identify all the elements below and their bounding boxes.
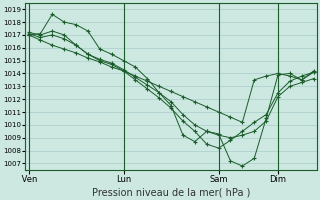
X-axis label: Pression niveau de la mer( hPa ): Pression niveau de la mer( hPa ) xyxy=(92,187,250,197)
